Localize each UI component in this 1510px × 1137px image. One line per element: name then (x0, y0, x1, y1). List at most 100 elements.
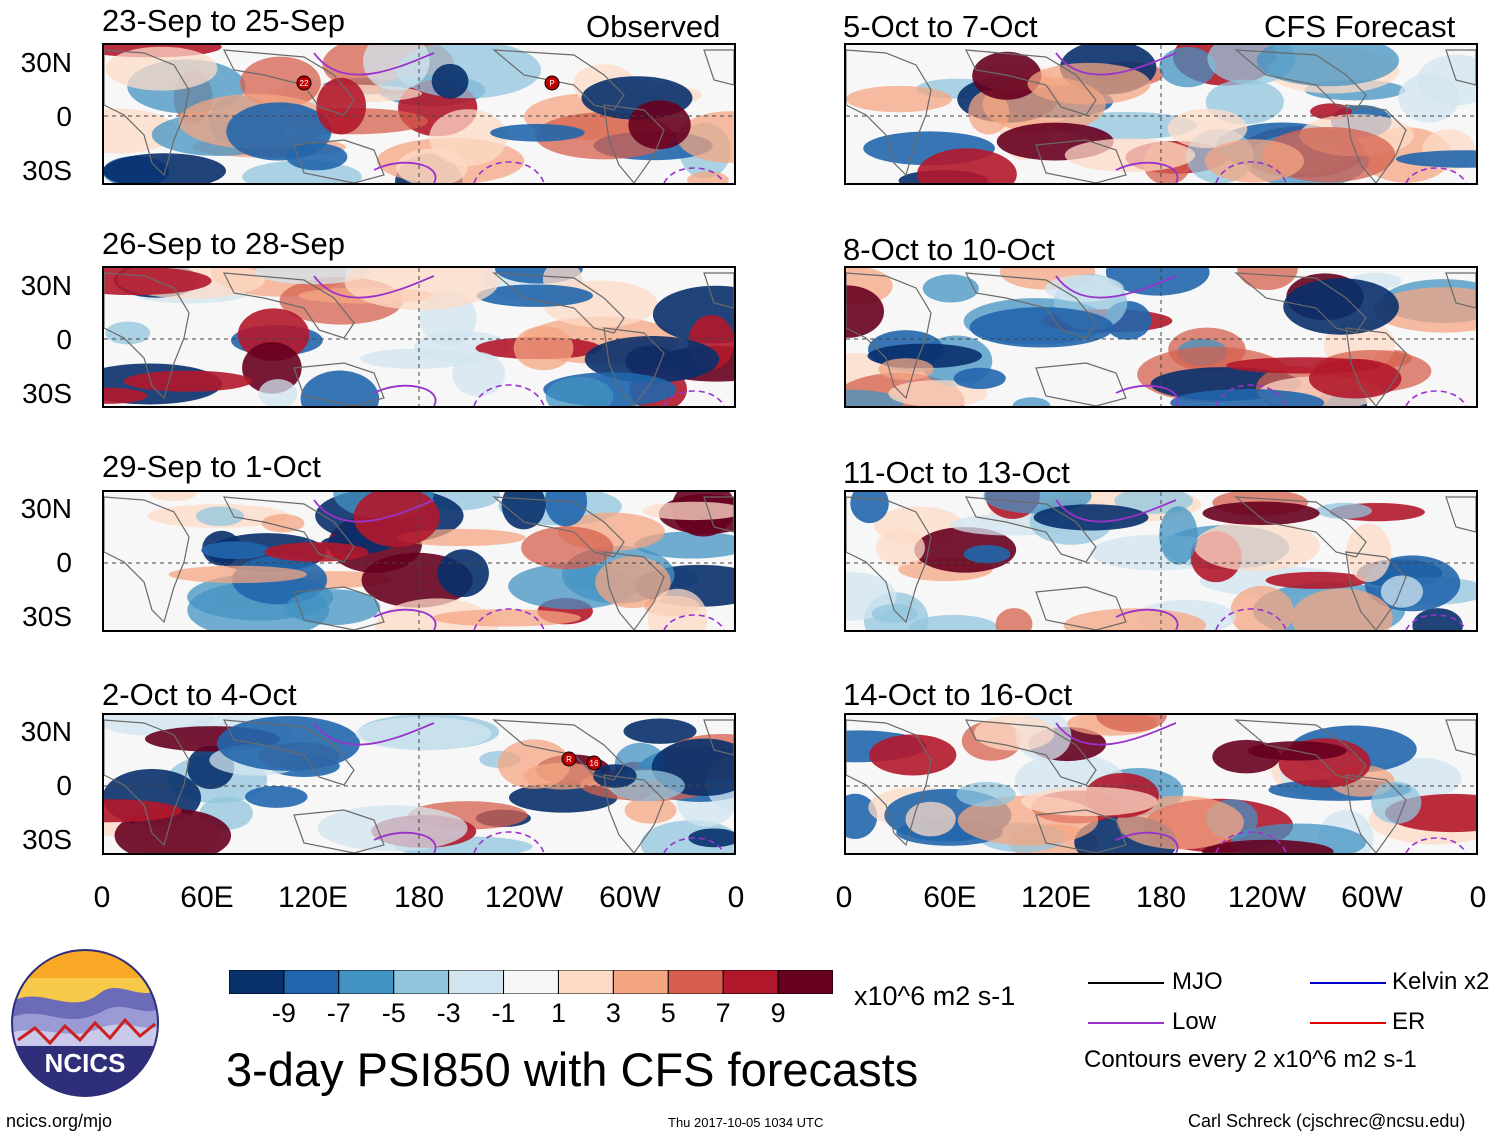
svg-text:22: 22 (300, 79, 309, 88)
anomaly-blob (908, 614, 999, 630)
anomaly-blob (258, 379, 298, 406)
anomaly-blob (254, 268, 372, 285)
anomaly-blob (968, 90, 1010, 135)
colorbar-tick-0: -9 (271, 998, 296, 1028)
lon-label-left-360: 0 (727, 881, 745, 914)
anomaly-blob (1096, 715, 1167, 733)
coastline (964, 49, 1097, 116)
coastline (1445, 496, 1476, 533)
lat-label-30s-p3: 30S (22, 601, 72, 632)
coastline (703, 49, 734, 86)
storm-marker: 22 (296, 75, 312, 91)
coastline (1234, 719, 1367, 781)
observed-label: Observed (586, 9, 721, 44)
main-title: 3-day PSI850 with CFS forecasts (226, 1043, 919, 1096)
low-contour-dashed (473, 831, 725, 853)
low-contour (1055, 499, 1179, 630)
panel-title-left-4: 2-Oct to 4-Oct (102, 677, 297, 712)
footer-url[interactable]: ncics.org/mjo (6, 1111, 113, 1131)
coastline (492, 496, 625, 558)
coastline (703, 496, 734, 533)
lon-label-right-60e: 60E (923, 881, 977, 914)
coastline (222, 49, 355, 116)
colorbar-swatch-7 (612, 969, 669, 995)
anomaly-blob (545, 376, 614, 406)
colorbar-tick-2: -5 (381, 998, 406, 1028)
anomaly-blob (521, 526, 614, 570)
coastline (293, 809, 385, 853)
coastline (1445, 272, 1476, 309)
legend-line-mjo (1088, 982, 1164, 984)
colorbar-swatch-0 (228, 969, 285, 995)
anomaly-blob (105, 46, 218, 91)
low-contour-dashed (473, 608, 725, 630)
panel-title-left-1: 23-Sep to 25-Sep (102, 3, 346, 38)
svg-text:R: R (566, 755, 572, 764)
coastline (293, 586, 385, 630)
anomaly-blob (871, 604, 918, 624)
anomaly-blob (1346, 523, 1392, 583)
panel-title-right-4: 14-Oct to 16-Oct (843, 677, 1073, 712)
anomaly-blob (676, 111, 734, 163)
anomaly-blob (888, 380, 989, 406)
anomaly-blob (501, 492, 546, 530)
anomaly-blob (878, 358, 934, 381)
anomaly-blob (1167, 108, 1248, 149)
anomaly-blob (1308, 358, 1402, 399)
low-contour-dashed (1215, 384, 1467, 406)
legend-label-mjo: MJO (1172, 968, 1223, 995)
anomaly-blob (1395, 150, 1476, 168)
anomaly-blob (317, 805, 468, 852)
anomaly-blob (261, 514, 305, 533)
lon-label-left-60e: 60E (180, 881, 234, 914)
coastline (492, 272, 625, 334)
anomaly-blob (1412, 608, 1463, 630)
anomaly-blob (595, 556, 671, 609)
low-contour (1055, 52, 1179, 183)
colorbar-swatch-2 (338, 969, 395, 995)
anomaly-blob (452, 352, 506, 397)
anomaly-blob (104, 153, 227, 183)
anomaly-blob (1371, 781, 1422, 824)
coastline (846, 49, 932, 177)
legend-line-er (1310, 1022, 1386, 1024)
anomaly-blob (922, 274, 979, 303)
colorbar-tick-5: 1 (550, 998, 566, 1028)
anomaly-blob (647, 588, 708, 630)
anomaly-blob (476, 284, 594, 307)
coastline (603, 327, 665, 406)
map-panel-left-4: R 16 (102, 713, 736, 855)
map-panel-right-1 (844, 43, 1478, 185)
colorbar-swatch-1 (283, 969, 340, 995)
anomaly-blob (1256, 45, 1400, 87)
lon-label-left-180: 180 (393, 881, 445, 914)
lon-label-right-120w: 120W (1227, 881, 1307, 914)
anomaly-blob (916, 148, 1017, 183)
anomaly-blob (316, 77, 367, 135)
anomaly-blob (1202, 501, 1320, 525)
coastline (1234, 272, 1367, 334)
anomaly-blob (1064, 138, 1196, 172)
anomaly-blob (1380, 575, 1424, 608)
colorbar-tick-9: 9 (770, 998, 786, 1028)
anomaly-blob (523, 762, 603, 790)
anomaly-blob (1202, 839, 1334, 853)
anomaly-blob (490, 123, 585, 142)
lat-label-eq-p4: 0 (56, 770, 72, 801)
coastline (964, 719, 1097, 786)
anomaly-blob (432, 609, 581, 627)
low-contour (313, 722, 437, 853)
anomaly-blob (226, 102, 332, 161)
lon-label-right-60w: 60W (1341, 881, 1403, 914)
anomaly-blob (956, 781, 1016, 807)
anomaly-blob (285, 589, 381, 626)
svg-text:16: 16 (590, 759, 599, 768)
anomaly-blob (953, 367, 1006, 390)
coastline (1234, 496, 1367, 558)
coastline (1035, 809, 1127, 853)
anomaly-blob (974, 715, 1055, 751)
anomaly-blob (104, 387, 148, 404)
anomaly-blob (1265, 571, 1369, 589)
anomaly-blob (1373, 287, 1476, 333)
coastline (964, 272, 1097, 339)
